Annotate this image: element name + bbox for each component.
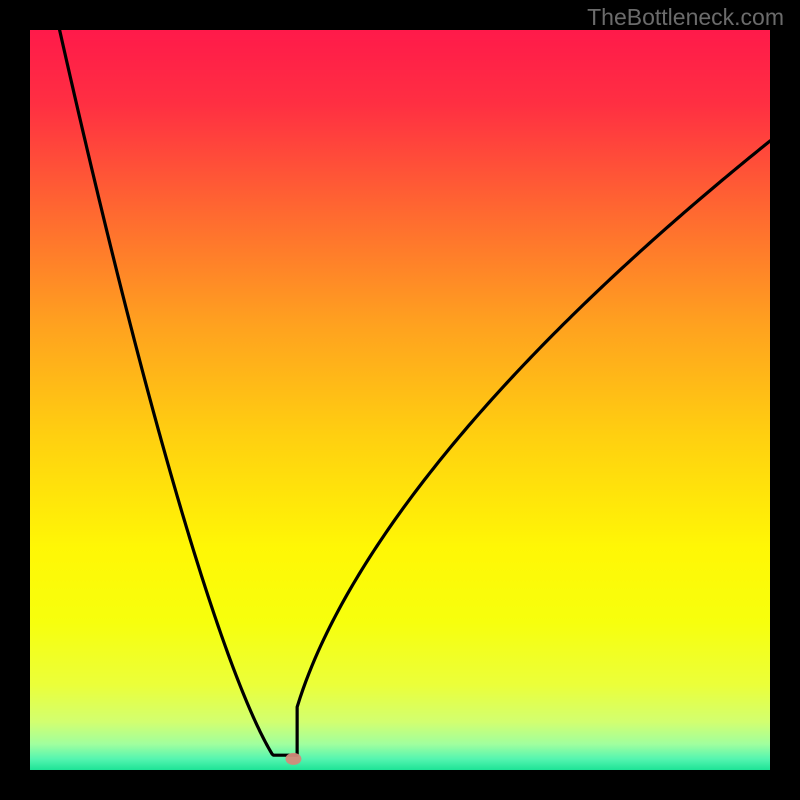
watermark-text: TheBottleneck.com — [587, 4, 784, 31]
bottleneck-chart — [0, 0, 800, 800]
minimum-marker — [285, 753, 301, 765]
chart-root: TheBottleneck.com — [0, 0, 800, 800]
gradient-field — [30, 30, 770, 770]
